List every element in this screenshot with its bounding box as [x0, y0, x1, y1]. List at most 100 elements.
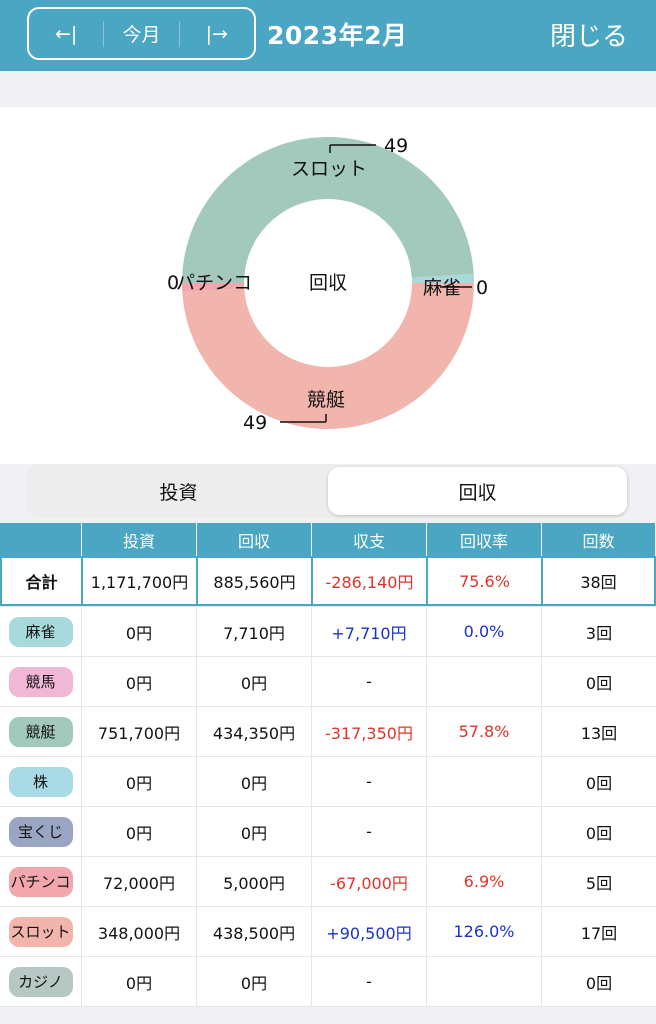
header-cell-invest: 投資: [82, 523, 197, 556]
category-badge: スロット: [8, 916, 73, 947]
return-cell: 0円: [197, 807, 312, 856]
total-invest: 1,171,700円: [82, 556, 197, 606]
return-cell: 5,000円: [197, 857, 312, 906]
category-cell: スロット: [0, 907, 82, 956]
count-cell: 0回: [585, 823, 613, 843]
count-cell: 17回: [580, 923, 618, 943]
category-cell: カジノ: [0, 957, 82, 1006]
rate-cell: [427, 957, 542, 1006]
table-header-row: 投資 回収 収支 回収率 回数: [0, 523, 656, 556]
donut-slice: [182, 283, 245, 293]
donut-slice: [182, 136, 474, 283]
divider: [178, 20, 180, 47]
total-count: 38回: [542, 556, 656, 606]
header-cell-return: 回収: [197, 523, 312, 556]
segment-return[interactable]: 回収: [328, 467, 627, 515]
prev-month-button[interactable]: ←|: [55, 22, 78, 45]
next-month-button[interactable]: |→: [205, 22, 228, 45]
month-navigation: ←| 今月 |→: [27, 7, 256, 60]
count-cell: 0回: [585, 673, 613, 693]
count-cell: 0回: [585, 773, 613, 793]
invest-cell: 0円: [82, 757, 197, 806]
return-cell: 7,710円: [197, 607, 312, 656]
summary-table: 投資 回収 収支 回収率 回数 合計 1,171,700円 885,560円 -…: [0, 523, 656, 1007]
header-cell-count: 回数: [542, 523, 656, 556]
month-title: 2023年2月: [267, 21, 408, 50]
slice-label-kyotei: 競艇: [307, 389, 345, 411]
rate-cell: 57.8%: [427, 707, 542, 756]
rate-cell: [427, 757, 542, 806]
table-row[interactable]: 株 0円 0円 -0回: [0, 757, 656, 807]
total-balance: -286,140円: [312, 556, 427, 606]
donut-chart: 回収 スロット 49 競艇 49 パチンコ 0 麻雀 0: [167, 135, 488, 434]
table-row[interactable]: スロット 348,000円 438,500円 +90,500円 126.0% 17回: [0, 907, 656, 957]
category-cell: パチンコ: [0, 857, 82, 906]
table-row[interactable]: 宝くじ 0円 0円 -0回: [0, 807, 656, 857]
category-badge: 競馬: [8, 666, 73, 697]
table-row[interactable]: 麻雀 0円 7,710円 +7,710円 0.0% 3回: [0, 607, 656, 657]
table-row[interactable]: カジノ 0円 0円 -0回: [0, 957, 656, 1007]
slice-label-slot: スロット: [291, 158, 367, 180]
table-row[interactable]: 競馬 0円 0円 -0回: [0, 657, 656, 707]
table-row[interactable]: 競艇 751,700円 434,350円 -317,350円 57.8% 13回: [0, 707, 656, 757]
category-badge: カジノ: [8, 966, 73, 997]
count-cell: 5回: [585, 873, 613, 893]
count-cell: 0回: [585, 973, 613, 993]
invest-cell: 751,700円: [82, 707, 197, 756]
category-cell: 競馬: [0, 657, 82, 706]
current-month-button[interactable]: 今月: [122, 24, 161, 46]
table-row[interactable]: パチンコ 72,000円 5,000円 -67,000円 6.9% 5回: [0, 857, 656, 907]
invest-cell: 0円: [82, 607, 197, 656]
rate-cell: [427, 807, 542, 856]
slice-label-mahjong: 麻雀: [423, 277, 461, 299]
divider: [103, 20, 105, 47]
close-button[interactable]: 閉じる: [549, 22, 628, 52]
return-cell: 0円: [197, 757, 312, 806]
header: ←| 今月 |→ 2023年2月 閉じる: [0, 0, 656, 71]
count-cell: 3回: [585, 623, 613, 643]
invest-cell: 348,000円: [82, 907, 197, 956]
bottom-strip: [0, 1009, 656, 1024]
return-cell: 0円: [197, 657, 312, 706]
slice-value-slot: 49: [384, 135, 408, 157]
donut-slice: [411, 273, 474, 283]
return-cell: 0円: [197, 957, 312, 1006]
invest-cell: 0円: [82, 957, 197, 1006]
category-badge: 麻雀: [8, 616, 73, 647]
count-cell: 13回: [580, 723, 618, 743]
balance-cell: -: [312, 657, 427, 706]
slice-value-mahjong: 0: [476, 277, 488, 299]
balance-cell: +7,710円: [312, 607, 427, 656]
donut-slice: [182, 283, 475, 429]
return-cell: 438,500円: [197, 907, 312, 956]
balance-cell: +90,500円: [312, 907, 427, 956]
invest-cell: 0円: [82, 807, 197, 856]
rate-cell: 6.9%: [427, 857, 542, 906]
balance-cell: -67,000円: [312, 857, 427, 906]
total-rate: 75.6%: [427, 556, 542, 606]
balance-cell: -: [312, 807, 427, 856]
category-badge: 競艇: [8, 716, 73, 747]
header-cell-rate: 回収率: [427, 523, 542, 556]
segment-invest[interactable]: 投資: [159, 481, 198, 504]
balance-cell: -317,350円: [312, 707, 427, 756]
invest-cell: 72,000円: [82, 857, 197, 906]
category-cell: 株: [0, 757, 82, 806]
category-cell: 麻雀: [0, 607, 82, 656]
header-cell: [0, 523, 82, 556]
return-cell: 434,350円: [197, 707, 312, 756]
chart-center-label: 回収: [309, 272, 347, 294]
invest-cell: 0円: [82, 657, 197, 706]
balance-cell: -: [312, 957, 427, 1006]
slice-value-kyotei: 49: [243, 412, 267, 434]
mode-segmented-control: 投資 回収: [26, 464, 630, 518]
slice-label-pachinko: パチンコ: [176, 272, 252, 294]
total-return: 885,560円: [197, 556, 312, 606]
rate-cell: 0.0%: [427, 607, 542, 656]
donut-chart-panel: 回収 スロット 49 競艇 49 パチンコ 0 麻雀 0: [0, 107, 656, 464]
header-cell-balance: 収支: [312, 523, 427, 556]
category-cell: 競艇: [0, 707, 82, 756]
category-badge: パチンコ: [8, 866, 73, 897]
table-total-row[interactable]: 合計 1,171,700円 885,560円 -286,140円 75.6% 3…: [0, 556, 656, 607]
category-badge: 宝くじ: [8, 816, 73, 847]
